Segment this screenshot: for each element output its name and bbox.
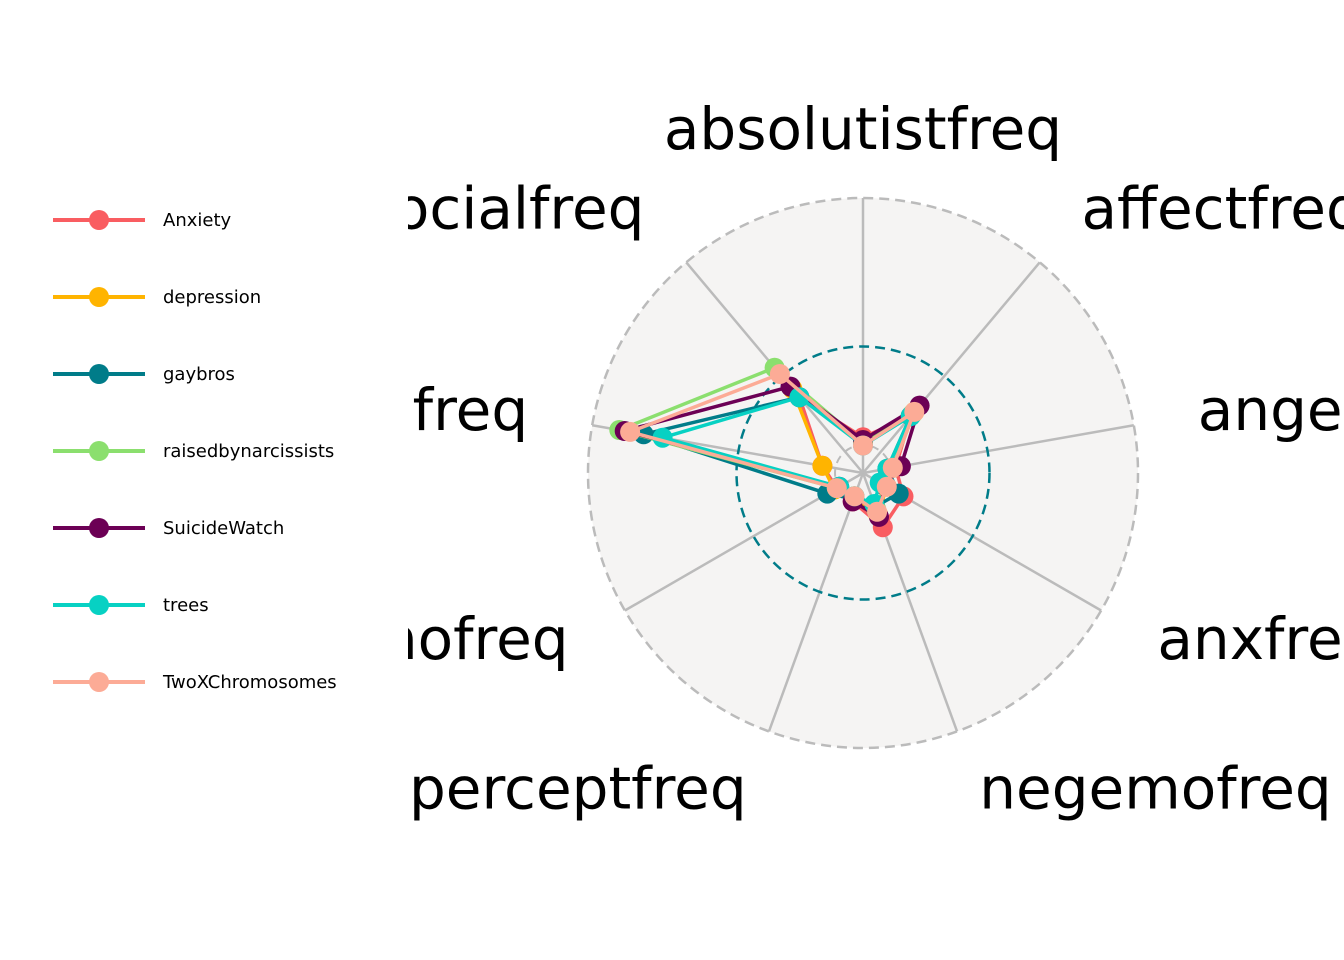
legend-item-gaybros: gaybros <box>40 354 235 394</box>
legend-swatch <box>53 595 145 615</box>
legend-swatch <box>53 518 145 538</box>
category-label-sadfreq: sadfreq <box>310 376 528 444</box>
category-label-perceptfreq: perceptfreq <box>409 755 747 823</box>
category-label-affectfreq: affectfreq <box>1082 175 1344 243</box>
legend-item-SuicideWatch: SuicideWatch <box>40 508 284 548</box>
data-point-trees-socialfreq <box>789 387 810 408</box>
spoke-perceptfreq <box>767 472 865 732</box>
series-line-TwoXChromosomes <box>628 372 917 514</box>
data-point-TwoXChromosomes-absolutistfreq <box>853 435 873 456</box>
data-point-TwoXChromosomes-perceptfreq <box>844 486 865 507</box>
data-point-TwoXChromosomes-affectfreq <box>904 401 925 422</box>
legend-item-depression: depression <box>40 277 261 317</box>
data-point-TwoXChromosomes-angerfreq <box>882 457 903 478</box>
series-line-trees <box>660 395 913 506</box>
legend-label: TwoXChromosomes <box>163 671 337 693</box>
category-labels: absolutistfreq affectfreq angerfreq anxfreq… <box>223 95 1344 823</box>
legend-item-trees: trees <box>40 585 209 625</box>
plot-area: absolutistfreq affectfreq angerfreq anxfreq… <box>223 95 1344 823</box>
category-label-posemofreq: posemofreq <box>223 605 569 673</box>
legend-swatch <box>53 287 145 307</box>
category-label-socialfreq: socialfreq <box>364 175 645 243</box>
legend-swatch <box>53 210 145 230</box>
series-TwoXChromosomes <box>620 364 925 522</box>
legend-swatch <box>53 672 145 692</box>
legend-label: trees <box>163 594 209 616</box>
data-point-TwoXChromosomes-sadfreq <box>620 421 641 442</box>
legend-item-raisedbynarcissists: raisedbynarcissists <box>40 431 334 471</box>
reference-ring <box>735 345 991 601</box>
legend-swatch <box>53 364 145 384</box>
data-point-TwoXChromosomes-socialfreq <box>769 364 790 384</box>
category-label-absolutistfreq: absolutistfreq <box>664 95 1062 163</box>
legend-label: Anxiety <box>163 209 232 231</box>
legend-label: gaybros <box>163 363 235 385</box>
data-point-TwoXChromosomes-negemofreq <box>867 501 888 522</box>
series-layer <box>609 357 930 538</box>
category-label-anxfreq: anxfreq <box>1157 605 1344 673</box>
spoke-affectfreq <box>862 261 1041 474</box>
category-label-angerfreq: angerfreq <box>1198 376 1344 444</box>
data-point-depression-sadfreq <box>812 455 833 476</box>
data-point-TwoXChromosomes-anxfreq <box>876 476 897 497</box>
legend-label: raisedbynarcissists <box>163 440 335 462</box>
outer-ring <box>586 196 1140 750</box>
legend-item-Anxiety: Anxiety <box>40 200 231 240</box>
data-point-TwoXChromosomes-posemofreq <box>826 478 847 499</box>
legend-swatch <box>53 441 145 461</box>
legend-item-TwoXChromosomes: TwoXChromosomes <box>40 662 337 702</box>
category-label-negemofreq: negemofreq <box>979 755 1331 823</box>
legend-label: SuicideWatch <box>163 517 285 539</box>
legend-label: depression <box>163 286 262 308</box>
